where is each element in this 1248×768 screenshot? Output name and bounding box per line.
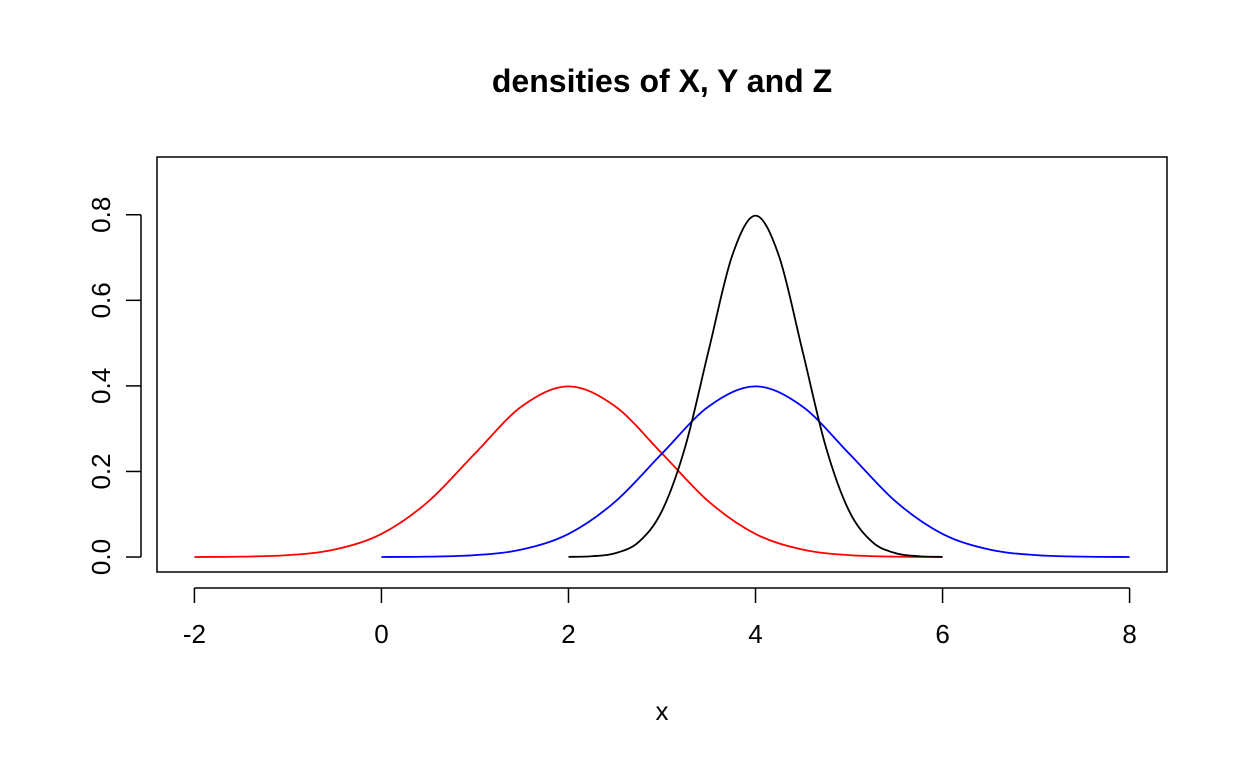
x-tick-label: 0 <box>374 619 388 649</box>
plot-area <box>156 156 1168 573</box>
x-axis: -2 0 2 4 6 8 <box>183 587 1137 649</box>
x-tick-label: 2 <box>561 619 575 649</box>
y-tick-label: 0.0 <box>86 539 116 575</box>
series-line-1 <box>194 385 943 558</box>
series-line-3 <box>568 214 943 558</box>
series-line-2 <box>381 385 1130 558</box>
x-tick-label: -2 <box>183 619 206 649</box>
x-tick-label: 6 <box>935 619 949 649</box>
y-tick-label: 0.6 <box>86 282 116 318</box>
y-tick-label: 0.8 <box>86 197 116 233</box>
y-axis: 0.0 0.2 0.4 0.6 0.8 <box>86 197 142 575</box>
chart-title: densities of X, Y and Z <box>492 63 832 99</box>
x-tick-label: 8 <box>1122 619 1136 649</box>
series-layer <box>194 214 1130 558</box>
x-tick-label: 4 <box>748 619 762 649</box>
y-tick-label: 0.4 <box>86 368 116 404</box>
x-axis-label: x <box>656 696 669 726</box>
y-tick-label: 0.2 <box>86 453 116 489</box>
